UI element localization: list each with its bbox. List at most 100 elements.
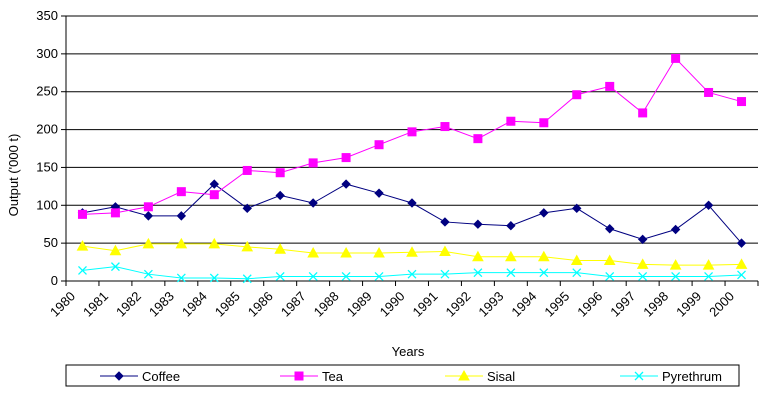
y-axis-title: Output ('000 t) (6, 134, 21, 217)
x-tick-label: 1990 (377, 289, 408, 320)
tea-point (407, 127, 417, 137)
tea-point (473, 134, 483, 144)
legend-box (65, 364, 740, 387)
tea-point (176, 187, 186, 197)
x-tick-label: 1987 (278, 289, 309, 320)
pyrethrum-point (78, 265, 87, 275)
series-pyrethrum (78, 262, 746, 284)
pyrethrum-point (605, 271, 615, 281)
y-tick-label: 150 (36, 159, 58, 174)
legend-label: Sisal (487, 369, 515, 384)
pyrethrum-point (275, 271, 285, 281)
coffee-point (275, 190, 285, 201)
pyrethrum-point (209, 273, 219, 283)
pyrethrum-point (506, 268, 516, 278)
legend-label: Pyrethrum (662, 369, 722, 384)
legend-label: Tea (322, 369, 344, 384)
sisal-point (603, 254, 616, 266)
sisal-point (472, 250, 484, 262)
x-tick-label: 1988 (311, 289, 342, 320)
x-tick-label: 1989 (344, 289, 375, 320)
x-tick-label: 1983 (146, 289, 177, 320)
coffee-point (341, 179, 351, 189)
tea-point (671, 53, 681, 63)
sisal-point (241, 240, 254, 252)
tea-point (572, 90, 582, 100)
tea-point (143, 202, 153, 212)
x-tick-label: 1981 (80, 289, 111, 320)
x-tick-label: 1997 (607, 289, 638, 320)
sisal-point (175, 237, 188, 249)
x-tick-label: 1993 (475, 289, 506, 320)
legend-swatch-marker (634, 371, 644, 381)
x-tick-label: 1992 (442, 289, 473, 320)
x-tick-label: 1980 (47, 289, 78, 320)
sisal-point (109, 244, 122, 256)
sisal-point (702, 259, 715, 270)
legend-label: Coffee (142, 369, 180, 384)
sisal-point (208, 237, 221, 249)
tea-point (209, 190, 219, 200)
legend-item-pyrethrum: Pyrethrum (620, 369, 722, 384)
coffee-point (605, 224, 615, 234)
coffee-point (703, 200, 714, 210)
legend-swatch-marker (294, 371, 304, 381)
sisal-point (537, 250, 550, 262)
series-tea (77, 53, 747, 219)
x-tick-label: 1995 (541, 289, 572, 320)
pyrethrum-point (539, 268, 549, 278)
x-tick-label: 1998 (640, 289, 671, 320)
pyrethrum-point (638, 271, 648, 281)
sisal-point (142, 237, 155, 249)
legend: Coffee Tea Sisal Pyrethrum (65, 364, 740, 387)
x-tick-label: 1986 (245, 289, 276, 320)
pyrethrum-point (737, 270, 746, 280)
tea-point (110, 208, 120, 218)
coffee-point (374, 188, 384, 198)
sisal-point (439, 245, 451, 256)
sisal-point (307, 246, 319, 258)
y-tick-label: 200 (36, 122, 58, 137)
pyrethrum-point (704, 271, 714, 281)
x-tick-label: 1991 (410, 289, 441, 320)
sisal-point (505, 250, 517, 262)
x-tick-label: 1999 (673, 289, 704, 320)
pyrethrum-point (572, 268, 582, 278)
coffee-point (637, 234, 648, 245)
coffee-point (572, 203, 582, 214)
sisal-point (735, 258, 748, 269)
y-tick-label: 350 (36, 8, 58, 23)
pyrethrum-point (473, 268, 483, 278)
x-tick-label: 1982 (113, 289, 144, 320)
pyrethrum-point (143, 269, 153, 279)
coffee-point (143, 211, 154, 221)
pyrethrum-point (671, 271, 681, 281)
pyrethrum-point (407, 269, 417, 279)
sisal-point (274, 243, 287, 254)
coffee-point (473, 219, 483, 229)
y-tick-label: 0 (51, 273, 58, 288)
pyrethrum-point (242, 274, 252, 284)
sisal-point (406, 246, 418, 257)
pyrethrum-point (110, 262, 120, 272)
grid-lines (66, 15, 758, 244)
tea-point (638, 108, 648, 118)
pyrethrum-point (440, 269, 450, 279)
sisal-point (570, 254, 583, 266)
tea-point (704, 87, 714, 97)
coffee-point (242, 203, 252, 214)
legend-swatch-marker (458, 369, 470, 381)
tea-point (308, 158, 318, 168)
coffee-point (506, 221, 516, 231)
tea-point (605, 81, 615, 91)
x-tick-label: 1996 (574, 289, 605, 320)
pyrethrum-point (308, 271, 318, 281)
coffee-point (176, 211, 187, 221)
pyrethrum-point (176, 273, 186, 283)
tea-point (275, 168, 285, 178)
coffee-point (440, 217, 450, 227)
coffee-point (308, 198, 318, 208)
coffee-point (670, 224, 681, 235)
